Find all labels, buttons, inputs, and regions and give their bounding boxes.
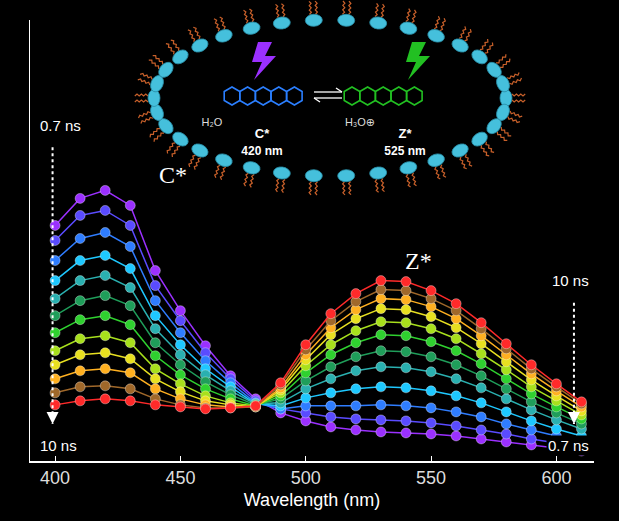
svg-text:Wavelength (nm): Wavelength (nm)	[244, 490, 380, 510]
svg-text:10 ns: 10 ns	[552, 272, 589, 289]
svg-text:0.7 ns: 0.7 ns	[40, 117, 81, 134]
svg-text:550: 550	[416, 468, 446, 488]
svg-text:525 nm: 525 nm	[384, 144, 425, 158]
svg-text:C*: C*	[255, 126, 270, 141]
svg-text:450: 450	[165, 468, 195, 488]
svg-text:10 ns: 10 ns	[40, 437, 77, 454]
svg-text:C*: C*	[159, 162, 187, 188]
svg-text:Z*: Z*	[399, 126, 413, 141]
svg-text:H₂O: H₂O	[202, 116, 223, 128]
svg-text:H₃O⊕: H₃O⊕	[345, 116, 375, 128]
svg-text:Z*: Z*	[405, 248, 432, 274]
svg-text:500: 500	[291, 468, 321, 488]
svg-text:600: 600	[541, 468, 571, 488]
svg-text:400: 400	[40, 468, 70, 488]
svg-text:420 nm: 420 nm	[241, 144, 282, 158]
svg-text:0.7 ns: 0.7 ns	[548, 437, 589, 454]
